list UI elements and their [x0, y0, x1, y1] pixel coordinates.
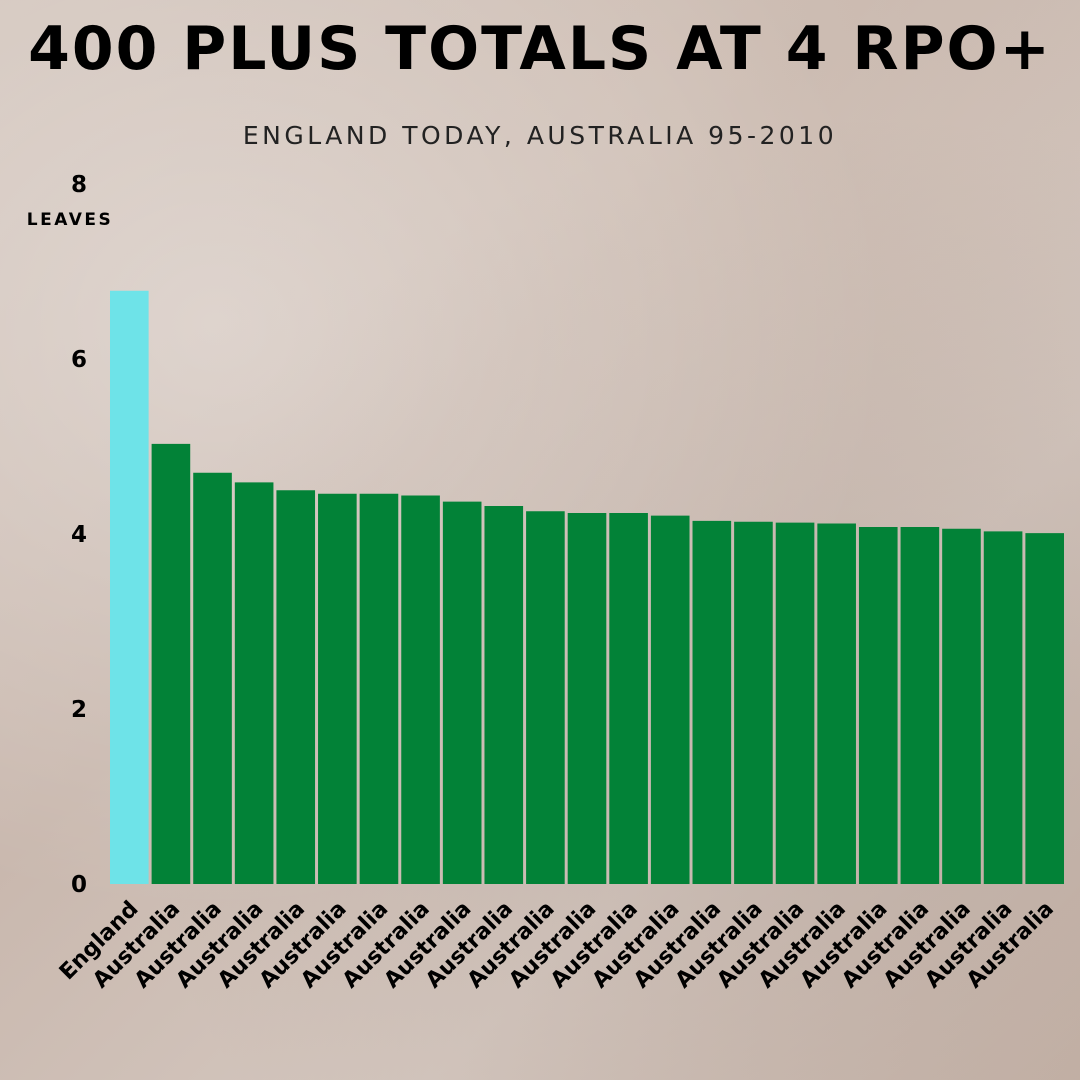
- bar: [151, 443, 191, 885]
- bar: [983, 531, 1023, 885]
- bar: [484, 506, 524, 884]
- y-tick-label: 0: [71, 872, 87, 898]
- bar: [567, 513, 607, 884]
- bar: [858, 527, 898, 884]
- bar: [692, 520, 732, 885]
- bar: [359, 493, 399, 884]
- bar: [650, 515, 690, 885]
- bar: [318, 493, 357, 884]
- bar: [401, 495, 440, 884]
- bar: [734, 521, 773, 884]
- bar: [817, 523, 856, 884]
- bar: [942, 528, 981, 884]
- bar: [609, 513, 648, 884]
- chart-title: 400 PLUS TOTALS AT 4 RPO+: [28, 14, 1052, 84]
- bar: [193, 472, 232, 884]
- y-tick-label: 4: [71, 522, 87, 548]
- bar: [234, 482, 274, 885]
- y-tick-label: 2: [71, 697, 87, 723]
- bar: [526, 511, 565, 884]
- bar: [110, 290, 149, 884]
- y-tick-label: 6: [71, 347, 87, 373]
- bar: [1025, 533, 1064, 885]
- bars: [110, 290, 1064, 885]
- bar: [775, 522, 815, 885]
- x-axis-labels: EnglandAustraliaAustraliaAustraliaAustra…: [55, 897, 1059, 994]
- chart-subtitle: ENGLAND TODAY, AUSTRALIA 95-2010: [242, 121, 838, 150]
- bar: [442, 501, 482, 885]
- y-axis-label: LEAVES: [27, 210, 113, 230]
- y-axis-ticks: 0 2 4 6 8: [71, 172, 87, 898]
- y-tick-label: 8: [71, 172, 87, 198]
- bar: [900, 527, 940, 884]
- bar: [276, 490, 316, 884]
